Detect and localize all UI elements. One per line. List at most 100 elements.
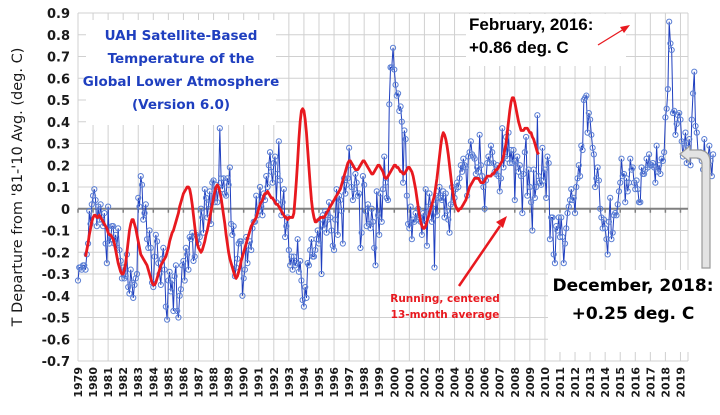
monthly-point [511, 196, 518, 204]
monthly-point [514, 153, 521, 160]
monthly-point [283, 223, 290, 230]
monthly-point [105, 203, 112, 210]
monthly-point [614, 201, 621, 208]
y-tick-label: 0 [61, 203, 70, 218]
x-tick-label: 1982 [117, 367, 130, 398]
y-tick-label: 0.3 [47, 138, 70, 153]
monthly-point [153, 238, 161, 245]
monthly-point [485, 153, 492, 160]
monthly-point [481, 205, 488, 212]
monthly-point [220, 175, 227, 182]
monthly-point [135, 194, 142, 201]
monthly-point [682, 129, 689, 136]
monthly-point [521, 149, 528, 156]
x-tick-label: 2004 [449, 367, 462, 398]
monthly-point [294, 236, 301, 243]
monthly-point [676, 109, 683, 117]
monthly-point [649, 159, 656, 167]
monthly-point [677, 116, 684, 123]
monthly-point [329, 242, 336, 249]
monthly-point [570, 194, 577, 201]
monthly-point [693, 129, 700, 136]
monthly-point [152, 231, 159, 238]
monthly-point [691, 68, 698, 75]
x-tick-label: 1991 [253, 367, 266, 398]
x-tick-label: 2007 [494, 367, 507, 398]
y-tick-label: -0.3 [42, 268, 70, 283]
x-tick-label: 2019 [674, 367, 687, 398]
x-tick-label: 1998 [358, 367, 371, 398]
monthly-point [622, 199, 629, 206]
monthly-point [234, 255, 241, 262]
y-tick-label: -0.6 [42, 333, 70, 348]
monthly-point [431, 264, 438, 271]
monthly-point [161, 266, 168, 273]
monthly-point [632, 186, 639, 193]
monthly-point [126, 290, 133, 297]
monthly-point [484, 159, 491, 167]
monthly-point [657, 170, 664, 178]
monthly-point [266, 149, 274, 156]
monthly-point [397, 103, 404, 110]
monthly-point [162, 303, 169, 310]
monthly-point [376, 231, 383, 238]
monthly-point [571, 210, 579, 217]
monthly-point [170, 307, 177, 315]
monthly-point [356, 190, 363, 197]
y-tick-label: -0.4 [42, 290, 70, 305]
monthly-point [559, 233, 566, 241]
monthly-point [534, 112, 541, 119]
monthly-point [140, 216, 147, 223]
monthly-point [667, 40, 674, 47]
monthly-point [506, 159, 513, 167]
monthly-point [197, 205, 205, 212]
feb-2016-annotation-box [466, 14, 626, 66]
monthly-point [125, 283, 132, 291]
monthly-point [160, 244, 167, 251]
x-tick-label: 1981 [102, 367, 115, 398]
monthly-point [590, 151, 597, 158]
monthly-point [265, 162, 272, 169]
monthly-point [225, 181, 232, 188]
monthly-point [181, 277, 188, 284]
monthly-point [405, 220, 412, 228]
title-line-1: UAH Satellite-Based [105, 28, 258, 44]
x-tick-label: 2001 [403, 367, 416, 398]
monthly-point [312, 246, 319, 254]
monthly-point [259, 212, 266, 219]
feb-2016-annotation: February, 2016: +0.86 deg. C [469, 15, 593, 57]
x-tick-label: 2012 [569, 367, 582, 398]
y-tick-label: 0.8 [47, 29, 70, 44]
monthly-point [627, 155, 634, 162]
monthly-point [462, 164, 469, 171]
monthly-point [422, 186, 429, 193]
title-line-2: Temperature of the [108, 51, 255, 67]
monthly-point [519, 210, 526, 217]
monthly-point [300, 303, 308, 310]
monthly-point [573, 183, 580, 191]
monthly-point [145, 244, 152, 251]
monthly-point [423, 242, 431, 249]
monthly-point [172, 262, 180, 269]
y-tick-label: 0.2 [47, 159, 70, 174]
monthly-point [664, 86, 672, 93]
monthly-point [86, 207, 93, 215]
monthly-point [499, 125, 506, 132]
running-average-annotation: Running, centered 13-month average [390, 216, 507, 321]
running-average-arrowhead [496, 216, 507, 228]
monthly-point [303, 294, 310, 302]
monthly-point [520, 170, 527, 178]
monthly-point [190, 257, 197, 265]
monthly-point [271, 153, 279, 160]
monthly-point [438, 196, 446, 204]
monthly-point [253, 192, 260, 199]
monthly-point [673, 120, 680, 128]
monthly-point [180, 257, 187, 265]
monthly-point [529, 227, 536, 234]
monthly-point [122, 273, 129, 280]
monthly-point [368, 205, 375, 212]
x-tick-label: 1993 [283, 367, 296, 398]
x-tick-label: 2006 [479, 367, 492, 398]
monthly-point [382, 179, 389, 186]
monthly-point [533, 183, 540, 191]
